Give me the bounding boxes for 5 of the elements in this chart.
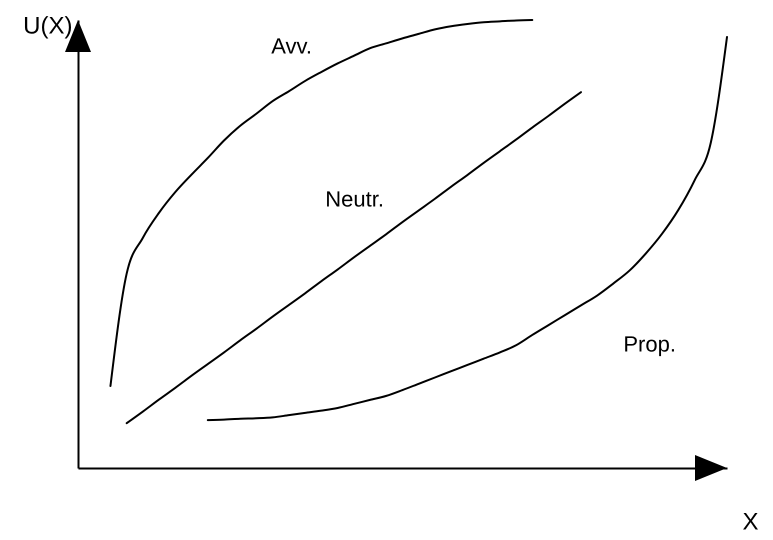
text: Prop. xyxy=(623,331,676,356)
x-axis-title: X xyxy=(742,508,759,536)
series-label: Neutr. xyxy=(325,186,384,212)
y-axis-title: U(X) xyxy=(23,12,72,40)
series-label: Avv. xyxy=(271,33,312,58)
